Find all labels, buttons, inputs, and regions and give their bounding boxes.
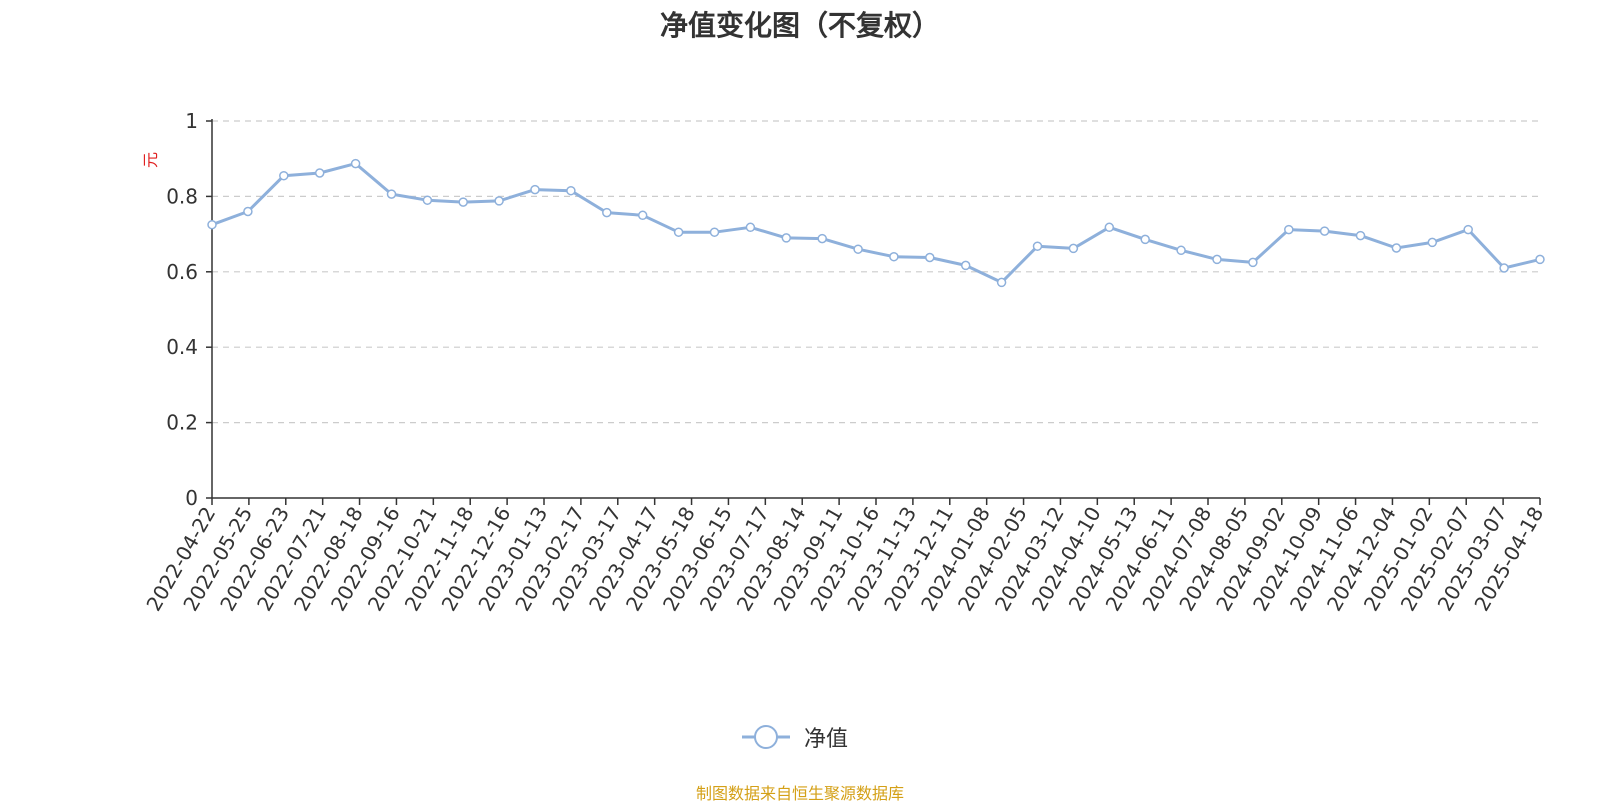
x-axis-ticks: 2022-04-222022-05-252022-06-232022-07-21… — [141, 498, 1548, 615]
y-axis-ticks: 0 0.2 0.4 0.6 0.8 1 — [166, 109, 212, 510]
y-tick-label: 0.6 — [166, 260, 198, 284]
data-point[interactable] — [279, 170, 289, 181]
data-point[interactable] — [853, 244, 863, 254]
legend-line-circle-icon — [742, 725, 790, 749]
data-point[interactable] — [673, 227, 684, 237]
data-point[interactable] — [1248, 257, 1258, 268]
data-point[interactable] — [960, 260, 971, 271]
data-point[interactable] — [1176, 245, 1186, 256]
series-line — [211, 162, 1541, 284]
legend[interactable]: 净值 — [740, 722, 848, 752]
data-point[interactable] — [530, 184, 540, 195]
axes — [211, 119, 1540, 499]
data-point[interactable] — [996, 277, 1007, 288]
y-tick-label: 0.4 — [166, 335, 198, 359]
series-layer — [207, 158, 1545, 288]
data-point[interactable] — [637, 210, 648, 221]
data-point[interactable] — [458, 197, 468, 207]
data-point[interactable] — [207, 219, 217, 230]
grid-lines — [212, 120, 1540, 424]
chart-title: 净值变化图（不复权） — [659, 9, 940, 42]
data-source-note: 制图数据来自恒生聚源数据库 — [695, 784, 904, 803]
data-point[interactable] — [925, 252, 935, 263]
data-point[interactable] — [1391, 243, 1402, 253]
data-point[interactable] — [709, 227, 720, 237]
data-point[interactable] — [1032, 241, 1043, 251]
data-point[interactable] — [889, 251, 899, 262]
data-point[interactable] — [314, 168, 325, 178]
data-point[interactable] — [386, 189, 397, 199]
y-tick-label: 0.2 — [166, 411, 198, 435]
data-point[interactable] — [1140, 234, 1150, 245]
data-point[interactable] — [1284, 224, 1294, 235]
y-tick-label: 0 — [185, 486, 198, 510]
y-tick-label: 0.8 — [166, 184, 198, 208]
y-tick-label: 1 — [185, 109, 198, 133]
data-point[interactable] — [494, 196, 504, 206]
legend-label: 净值 — [804, 727, 849, 752]
data-point[interactable] — [781, 233, 792, 243]
data-point[interactable] — [1535, 254, 1545, 265]
data-point[interactable] — [350, 158, 361, 169]
data-point[interactable] — [1463, 224, 1473, 235]
data-point[interactable] — [745, 222, 756, 233]
data-point[interactable] — [1499, 263, 1509, 273]
data-point[interactable] — [1319, 226, 1330, 236]
y-axis-unit-label: 元 — [141, 152, 160, 168]
data-point[interactable] — [817, 233, 827, 244]
data-point[interactable] — [1068, 243, 1079, 254]
data-point[interactable] — [566, 185, 576, 196]
data-point[interactable] — [243, 206, 253, 217]
data-point[interactable] — [602, 207, 612, 218]
data-point[interactable] — [422, 195, 433, 205]
data-point[interactable] — [1355, 230, 1366, 241]
data-point[interactable] — [1212, 254, 1222, 265]
data-point[interactable] — [1427, 237, 1438, 248]
data-point[interactable] — [1104, 222, 1115, 233]
